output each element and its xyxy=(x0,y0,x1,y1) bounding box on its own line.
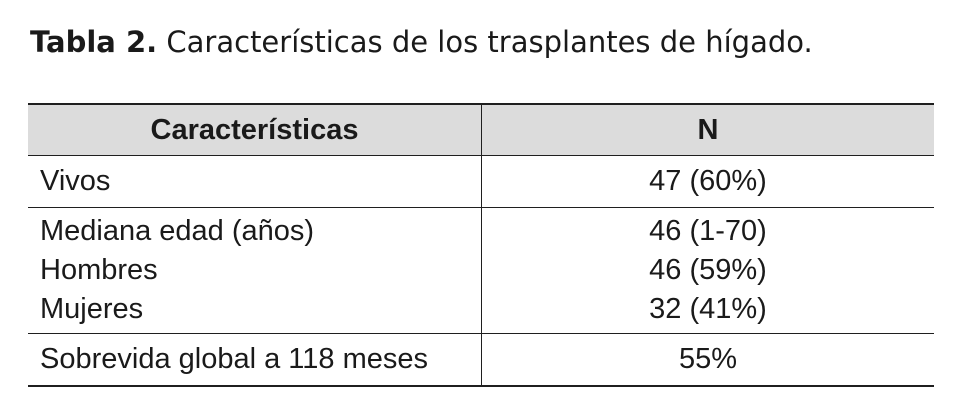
row-value: 46 (59%) xyxy=(649,254,767,286)
table-row: Mujeres 32 (41%) xyxy=(28,290,934,334)
row-value: 46 (1-70) xyxy=(649,215,767,247)
row-label: Mediana edad (años) xyxy=(28,207,482,251)
caption-label: Tabla 2. xyxy=(30,25,158,59)
row-value: 55% xyxy=(678,343,738,375)
row-value: 32 (41%) xyxy=(481,290,934,334)
table-row: Hombres 46 (59%) xyxy=(28,251,934,290)
header-n: N xyxy=(481,104,934,156)
row-value: 47 (60%) xyxy=(481,155,934,208)
characteristics-table: Características N Vivos 47 (60%) Mediana… xyxy=(28,103,934,387)
header-row: Características N xyxy=(28,104,934,156)
row-label: Vivos xyxy=(28,155,482,208)
table-row: Mediana edad (años) 46 (1-70) xyxy=(28,207,934,251)
caption-text: Características de los trasplantes de hí… xyxy=(157,25,813,59)
table-row: Sobrevida global a 118 meses 55% xyxy=(28,333,934,386)
row-label: Hombres xyxy=(28,251,482,290)
row-label: Mujeres xyxy=(28,290,482,334)
table-row: Vivos 47 (60%) xyxy=(28,155,934,208)
header-characteristics: Características xyxy=(28,104,482,156)
table-caption: Tabla 2. Características de los trasplan… xyxy=(30,22,813,62)
row-label: Sobrevida global a 118 meses xyxy=(28,333,482,386)
